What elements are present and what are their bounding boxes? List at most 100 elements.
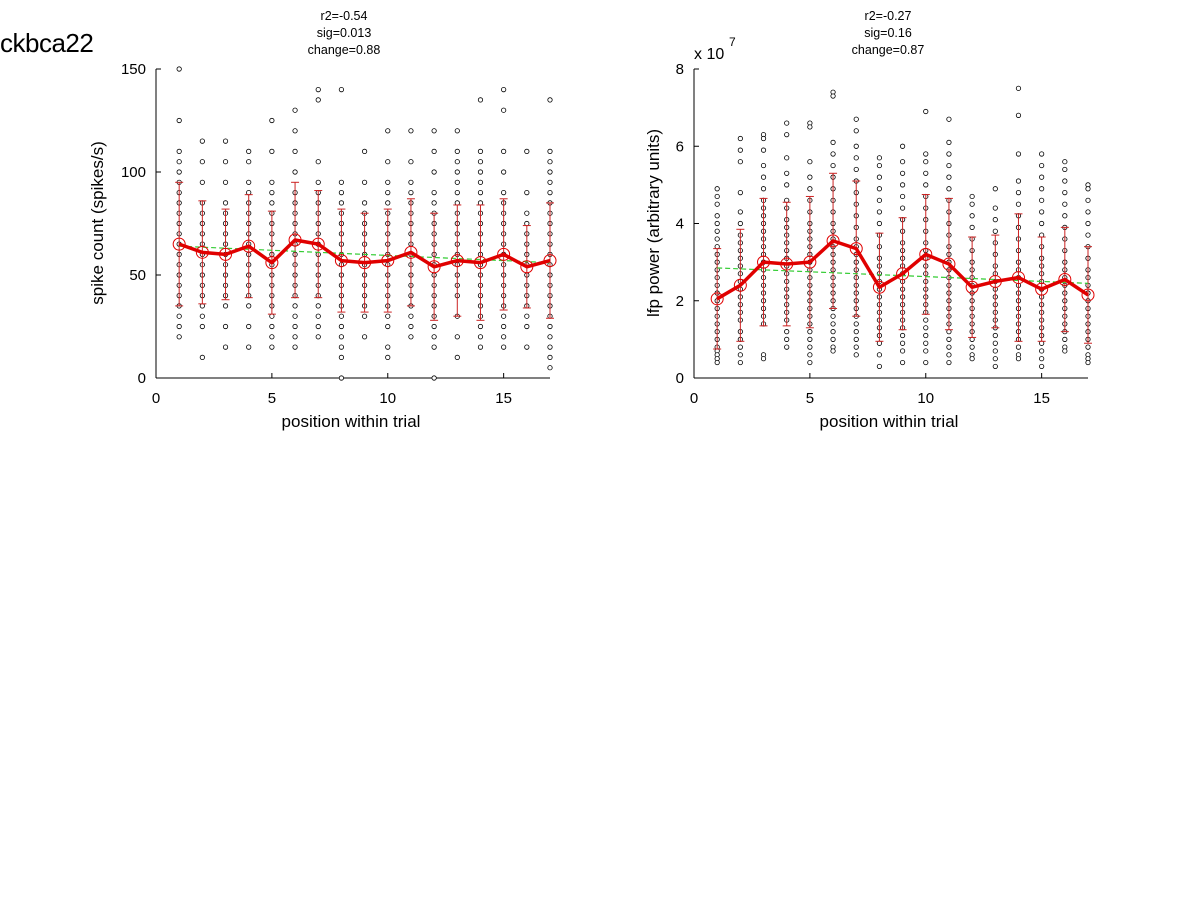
data-point	[338, 323, 345, 330]
data-point	[269, 190, 275, 196]
data-point	[315, 179, 321, 185]
data-point	[1039, 348, 1045, 354]
data-point	[807, 352, 813, 358]
mean-marker	[896, 267, 910, 281]
data-point	[714, 186, 720, 192]
data-point	[269, 117, 275, 124]
data-point	[830, 348, 836, 354]
data-point	[714, 213, 720, 219]
mean-marker	[520, 260, 534, 274]
mean-marker	[404, 245, 418, 259]
data-point	[501, 87, 507, 93]
data-point	[899, 332, 906, 339]
data-point	[899, 170, 906, 176]
data-point	[946, 186, 952, 192]
data-point	[501, 334, 507, 340]
data-point	[946, 352, 952, 358]
mean-marker	[872, 280, 886, 294]
data-point	[477, 323, 484, 330]
data-point	[969, 213, 975, 219]
data-point	[524, 313, 530, 319]
data-point	[199, 179, 205, 185]
data-point	[477, 159, 484, 165]
data-point	[338, 190, 345, 196]
data-point	[807, 336, 813, 342]
mean-marker	[358, 256, 372, 270]
plot-area: 0 5 10 15 0 2 4 6 8	[676, 61, 1095, 407]
x-tick-label: 15	[495, 390, 512, 407]
data-point	[431, 148, 437, 154]
data-point	[853, 166, 859, 173]
data-point	[853, 336, 859, 342]
data-point	[315, 159, 321, 165]
data-point	[477, 334, 484, 340]
data-point	[501, 313, 507, 319]
data-point	[1039, 220, 1045, 227]
data-point	[246, 323, 252, 330]
data-point	[923, 151, 929, 157]
data-point	[853, 352, 859, 358]
data-point	[737, 147, 743, 153]
data-point	[199, 159, 205, 165]
data-point	[454, 334, 460, 340]
data-point	[361, 179, 368, 185]
mean-line	[716, 239, 1089, 301]
data-point	[269, 323, 275, 330]
mean-marker	[780, 257, 794, 271]
data-point	[760, 162, 767, 169]
data-point	[1039, 162, 1045, 169]
data-point	[899, 340, 906, 346]
data-point	[454, 169, 460, 175]
data-point	[222, 200, 229, 206]
data-point	[292, 107, 298, 113]
data-point	[946, 344, 952, 350]
data-point	[315, 323, 321, 330]
mean-marker	[219, 247, 233, 261]
data-point	[923, 325, 929, 331]
data-point	[524, 210, 530, 216]
y-axis-label: spike count (spikes/s)	[88, 141, 107, 304]
data-point	[830, 321, 836, 327]
data-point	[714, 220, 720, 227]
data-point	[176, 334, 182, 340]
stat-r2: r2=-0.27	[865, 9, 912, 23]
data-point	[269, 179, 275, 185]
data-point	[923, 359, 929, 366]
data-point	[246, 303, 252, 309]
data-point	[946, 162, 952, 169]
stat-r2: r2=-0.54	[321, 9, 368, 23]
mean-marker	[473, 256, 487, 270]
mean-marker	[543, 254, 557, 268]
data-point	[385, 128, 391, 134]
data-point	[853, 143, 859, 149]
data-point	[1039, 209, 1045, 215]
data-point	[784, 120, 790, 126]
data-point	[737, 159, 743, 165]
x-axis-label: position within trial	[282, 412, 421, 431]
data-point	[408, 179, 414, 185]
mean-marker	[1011, 271, 1025, 285]
data-point	[853, 344, 859, 350]
data-point	[315, 334, 321, 340]
data-point	[338, 344, 345, 350]
chart-panel-spike-count: r2=-0.54 sig=0.013 change=0.88 position …	[88, 9, 557, 431]
data-point	[524, 344, 530, 350]
data-point	[899, 359, 906, 366]
data-point	[408, 313, 414, 319]
data-point	[853, 128, 859, 134]
data-point	[1015, 151, 1022, 157]
data-point	[547, 344, 553, 350]
data-point	[547, 334, 553, 340]
data-point	[899, 143, 906, 149]
data-point	[923, 182, 929, 188]
data-point	[830, 162, 836, 169]
x-tick-label: 10	[917, 390, 934, 407]
data-point	[269, 334, 275, 340]
data-point	[737, 352, 743, 358]
data-point	[853, 329, 859, 335]
mean-marker	[919, 247, 933, 261]
y-tick-label: 0	[138, 370, 146, 387]
data-point	[176, 313, 182, 319]
data-point	[992, 332, 998, 339]
